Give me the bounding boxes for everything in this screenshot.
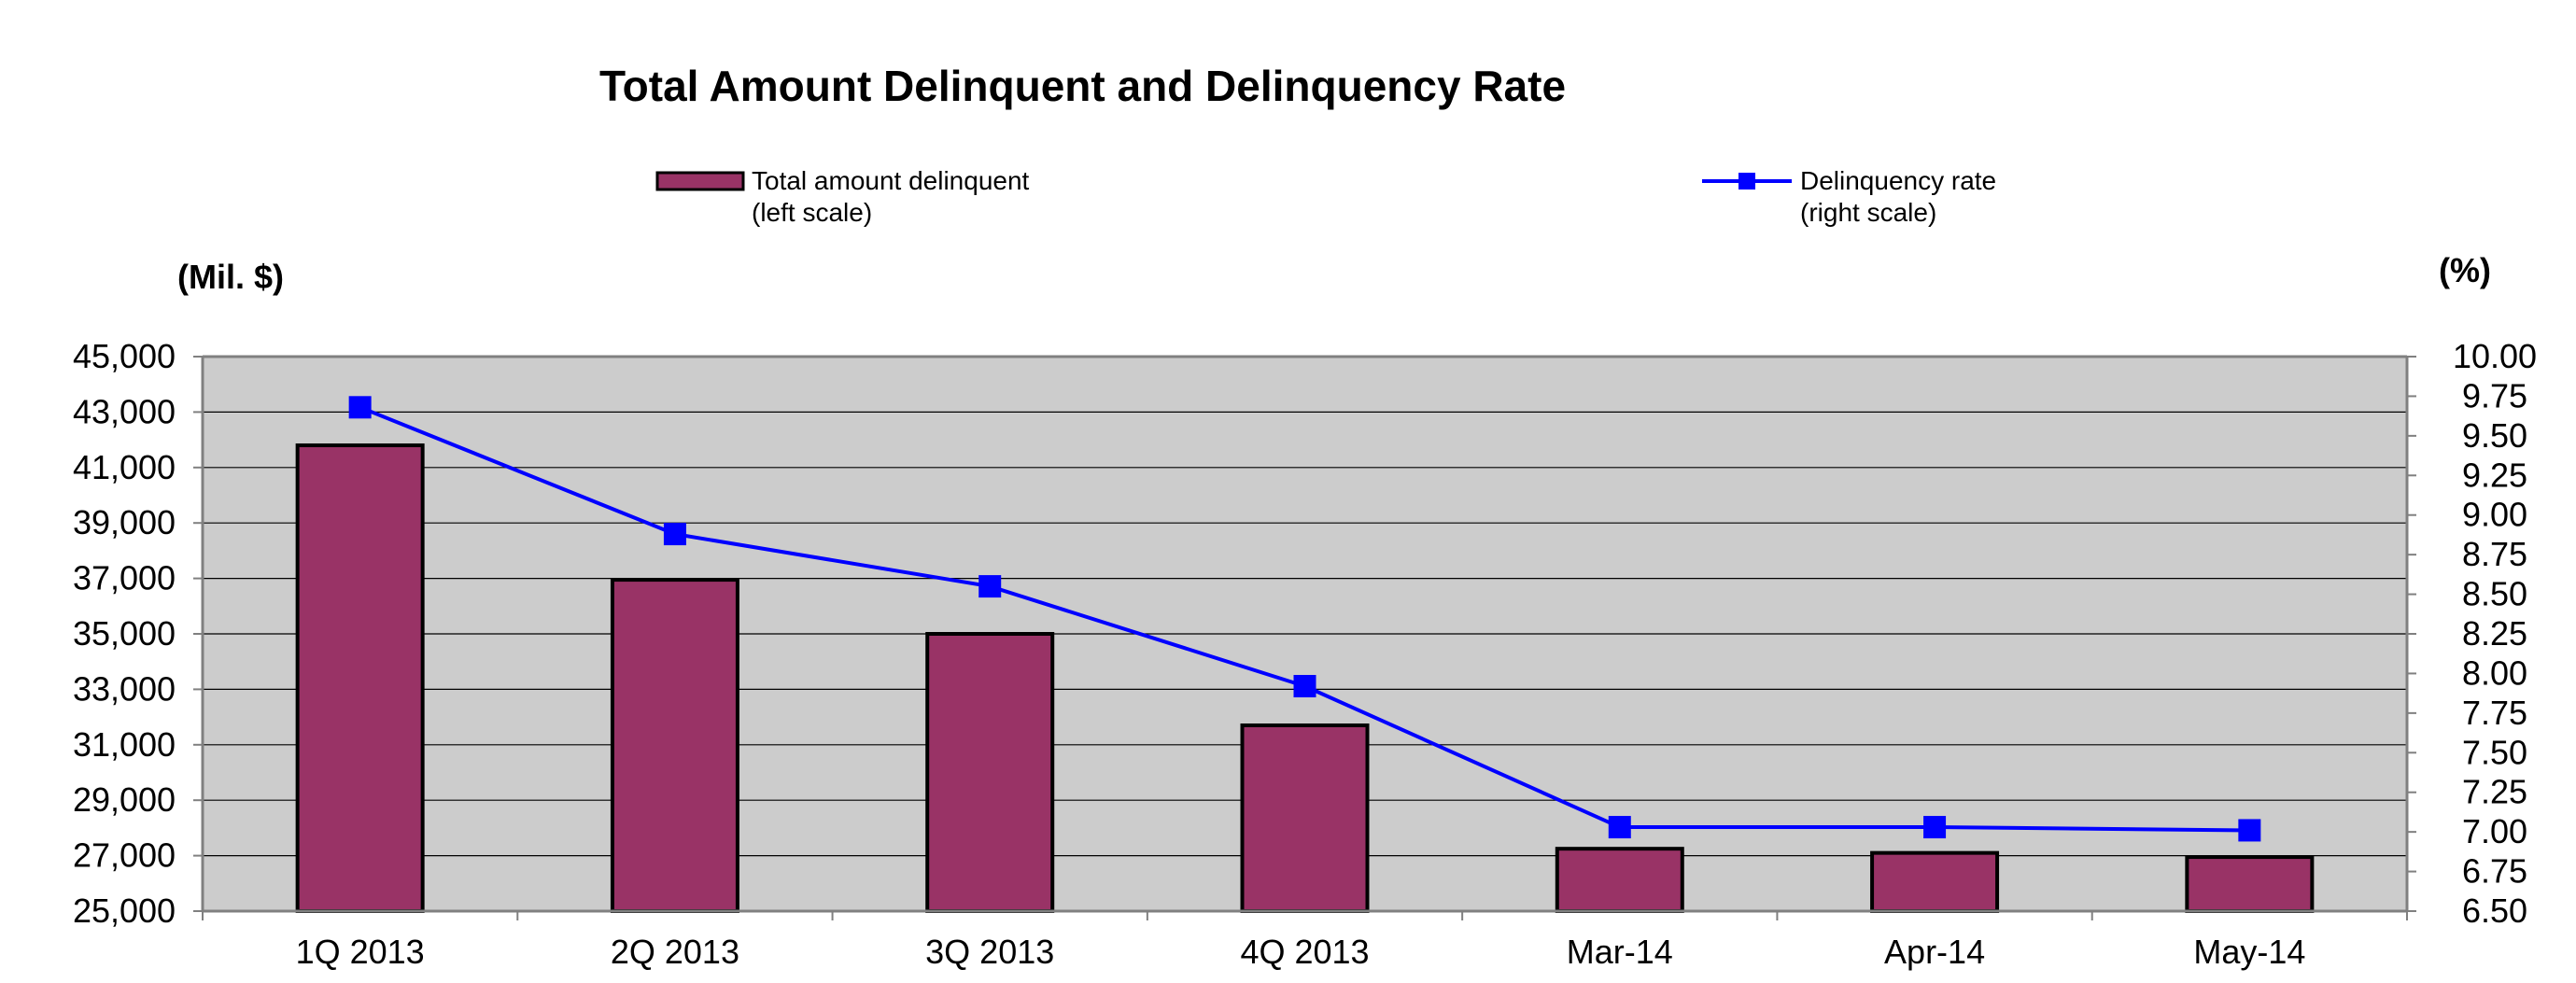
legend-bar-note: (left scale) bbox=[752, 198, 872, 227]
bar bbox=[1555, 847, 1684, 913]
rate-marker bbox=[1608, 816, 1631, 839]
left-tick-label: 39,000 bbox=[73, 503, 176, 541]
right-tick-label: 10.00 bbox=[2453, 337, 2537, 375]
x-axis: 1Q 2013 2Q 2013 3Q 2013 4Q 2013 Mar-14 Apr-14… bbox=[202, 911, 2408, 971]
rate-marker bbox=[348, 396, 372, 419]
right-tick-label: 6.50 bbox=[2462, 892, 2527, 930]
legend-line-note: (right scale) bbox=[1800, 198, 1936, 227]
left-tick-label: 25,000 bbox=[73, 892, 176, 930]
bar bbox=[295, 443, 425, 913]
legend-line-marker bbox=[1738, 173, 1755, 190]
legend-bar-swatch bbox=[655, 171, 745, 191]
bar-series bbox=[295, 443, 2315, 914]
line-series bbox=[348, 396, 2261, 842]
bar bbox=[925, 632, 1055, 913]
bar bbox=[1870, 850, 2000, 914]
right-tick-label: 8.50 bbox=[2462, 575, 2527, 613]
left-axis: 25,000 27,000 29,000 31,000 33,000 35,000 37,0… bbox=[73, 337, 203, 930]
right-axis-unit: (%) bbox=[2439, 251, 2491, 289]
rate-marker bbox=[1293, 675, 1316, 698]
x-tick-label: May-14 bbox=[2193, 933, 2305, 971]
legend: Total amount delinquent (left scale) Del… bbox=[655, 166, 1996, 227]
chart-title: Total Amount Delinquent and Delinquency … bbox=[599, 62, 1566, 110]
rate-marker bbox=[663, 523, 686, 546]
legend-bar-label: Total amount delinquent bbox=[752, 166, 1030, 195]
right-tick-label: 9.50 bbox=[2462, 416, 2527, 455]
right-tick-label: 9.25 bbox=[2462, 456, 2527, 494]
rate-marker bbox=[1923, 816, 1947, 839]
right-tick-label: 7.00 bbox=[2462, 812, 2527, 850]
x-tick-label: 1Q 2013 bbox=[296, 933, 425, 971]
left-tick-label: 41,000 bbox=[73, 448, 176, 486]
left-tick-label: 27,000 bbox=[73, 836, 176, 875]
bar bbox=[2185, 855, 2315, 914]
left-axis-unit: (Mil. $) bbox=[177, 258, 284, 296]
bar bbox=[610, 578, 739, 914]
right-tick-label: 7.25 bbox=[2462, 773, 2527, 811]
right-axis: 6.506.757.007.257.507.758.008.258.508.75… bbox=[2407, 337, 2537, 930]
legend-line-label: Delinquency rate bbox=[1800, 166, 1996, 195]
right-tick-label: 7.75 bbox=[2462, 694, 2527, 732]
left-tick-label: 35,000 bbox=[73, 614, 176, 653]
right-tick-label: 9.75 bbox=[2462, 376, 2527, 414]
right-tick-label: 8.75 bbox=[2462, 535, 2527, 573]
left-tick-label: 37,000 bbox=[73, 559, 176, 597]
right-tick-label: 9.00 bbox=[2462, 496, 2527, 534]
left-tick-label: 31,000 bbox=[73, 725, 176, 764]
bar bbox=[1240, 723, 1370, 914]
left-tick-label: 29,000 bbox=[73, 780, 176, 819]
right-tick-label: 8.25 bbox=[2462, 614, 2527, 653]
x-tick-label: 3Q 2013 bbox=[925, 933, 1054, 971]
left-tick-label: 33,000 bbox=[73, 669, 176, 708]
left-tick-label: 43,000 bbox=[73, 392, 176, 430]
rate-marker bbox=[978, 575, 1002, 598]
x-tick-label: Mar-14 bbox=[1567, 933, 1673, 971]
x-tick-label: Apr-14 bbox=[1884, 933, 1985, 971]
right-tick-label: 7.50 bbox=[2462, 733, 2527, 771]
right-tick-label: 6.75 bbox=[2462, 852, 2527, 891]
rate-marker bbox=[2238, 819, 2261, 842]
right-tick-label: 8.00 bbox=[2462, 653, 2527, 692]
x-tick-label: 4Q 2013 bbox=[1240, 933, 1369, 971]
left-tick-label: 45,000 bbox=[73, 337, 176, 375]
x-tick-label: 2Q 2013 bbox=[611, 933, 739, 971]
